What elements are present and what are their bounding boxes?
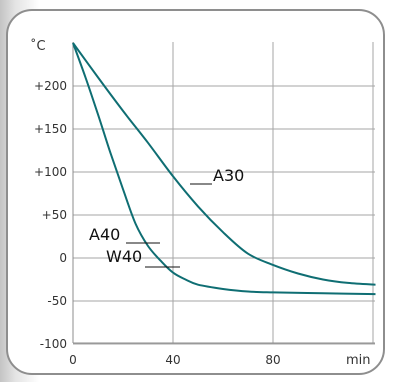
x-tick-label: 0 xyxy=(69,353,77,367)
y-tick-label: 0 xyxy=(59,251,67,265)
y-tick-label: -100 xyxy=(40,337,67,351)
x-tick-label: 80 xyxy=(265,353,280,367)
series-label-a40: A40 xyxy=(89,225,120,244)
y-tick-label: +200 xyxy=(34,79,67,93)
y-tick-label: +150 xyxy=(34,122,67,136)
y-tick-label: +100 xyxy=(34,165,67,179)
axes xyxy=(72,42,375,344)
y-tick-label: -50 xyxy=(47,294,67,308)
y-tick-label: +50 xyxy=(42,208,67,222)
chart-frame xyxy=(6,9,385,375)
y-unit-label: ˚C xyxy=(30,38,46,54)
series-label-w40: W40 xyxy=(106,247,142,266)
grid xyxy=(73,42,375,345)
x-tick-label: 40 xyxy=(165,353,180,367)
series-label-a30: A30 xyxy=(213,166,244,185)
series-line-a30 xyxy=(72,42,376,286)
series-labels: A30 A40 W40 xyxy=(89,166,244,268)
x-unit-label: min xyxy=(346,353,371,368)
